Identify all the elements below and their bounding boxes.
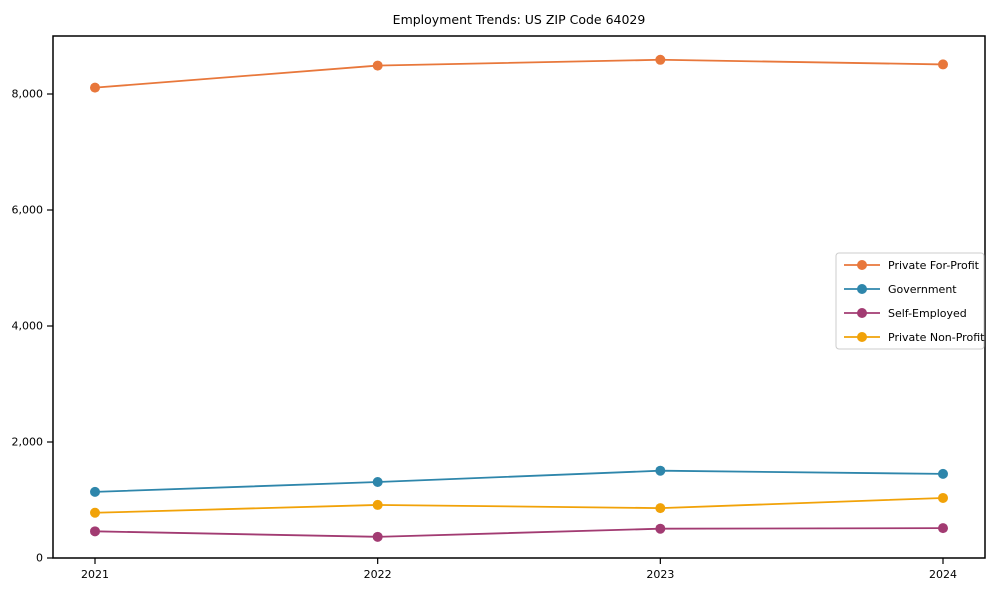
data-point xyxy=(938,468,948,479)
data-point xyxy=(938,492,948,503)
data-point xyxy=(655,465,666,476)
data-point xyxy=(655,523,666,534)
x-tick-label: 2024 xyxy=(929,568,957,581)
y-tick-label: 2,000 xyxy=(12,436,44,449)
series-line xyxy=(94,469,944,493)
x-tick-label: 2022 xyxy=(364,568,392,581)
data-point xyxy=(655,503,666,514)
data-point xyxy=(655,54,666,65)
data-point xyxy=(90,82,100,93)
legend-label: Private For-Profit xyxy=(888,259,980,272)
legend-label: Private Non-Profit xyxy=(888,331,985,344)
data-point xyxy=(372,60,383,71)
chart-title: Employment Trends: US ZIP Code 64029 xyxy=(393,12,646,27)
plot-border xyxy=(52,35,986,559)
legend-marker xyxy=(857,284,867,294)
y-tick-label: 8,000 xyxy=(12,88,44,101)
legend-label: Government xyxy=(888,283,957,296)
x-tick-label: 2021 xyxy=(81,568,109,581)
y-tick-label: 0 xyxy=(36,552,43,565)
legend-marker xyxy=(857,332,867,342)
series-line xyxy=(94,58,944,89)
data-point xyxy=(90,507,100,518)
data-point xyxy=(90,486,100,497)
data-point xyxy=(938,523,948,534)
x-tick-label: 2023 xyxy=(646,568,674,581)
data-point xyxy=(90,526,100,537)
y-tick-label: 6,000 xyxy=(12,204,44,217)
plot-area: 0 2,000 4,000 6,000 8,000 2021 2022 2023 2024 Pri… xyxy=(12,35,986,581)
data-point xyxy=(938,59,948,70)
data-point xyxy=(372,499,383,510)
legend-box xyxy=(835,252,985,350)
data-point xyxy=(372,531,383,542)
legend-label: Self-Employed xyxy=(888,307,967,320)
series-line xyxy=(94,497,944,514)
legend-marker xyxy=(857,260,867,270)
data-point xyxy=(372,477,383,488)
series-line xyxy=(94,527,944,538)
legend-marker xyxy=(857,308,867,318)
y-tick-label: 4,000 xyxy=(12,320,44,333)
